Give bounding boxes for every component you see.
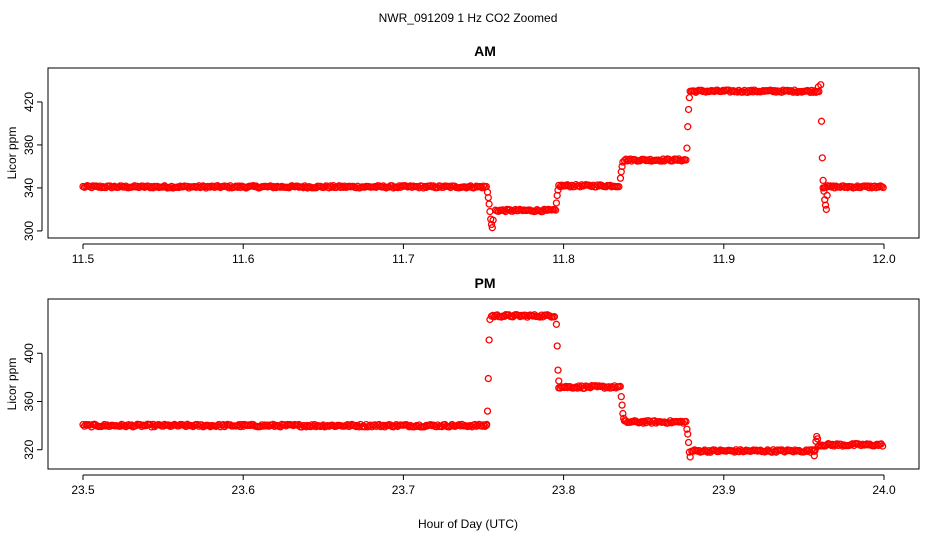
pm-y-tick-label: 360: [22, 391, 36, 411]
pm-data-point: [481, 422, 489, 431]
am-panel-title: AM: [474, 43, 496, 59]
am-data-point: [815, 87, 823, 96]
am-y-axis-label: Licor ppm: [5, 127, 19, 180]
am-transition-point: [817, 81, 825, 89]
pm-transition-point: [484, 374, 492, 383]
am-x-tick-label: 11.7: [392, 252, 415, 266]
am-x-tick-label: 11.6: [232, 252, 255, 266]
am-transition-point: [487, 220, 496, 229]
am-transition-point: [821, 201, 830, 209]
am-transition-point: [552, 199, 561, 207]
pm-y-tick-label: 320: [22, 439, 36, 459]
pm-transition-point: [813, 435, 822, 443]
am-x-tick-label: 11.8: [552, 252, 575, 266]
am-ticks: 11.5 11.6 11.7 11.8 11.9 12.0 300 340 380 420: [22, 92, 896, 266]
pm-x-tick-label: 23.8: [552, 483, 576, 497]
am-x-tick-label: 11.9: [713, 252, 736, 266]
pm-y-tick-label: 400: [22, 343, 36, 363]
am-x-tick-label: 12.0: [872, 252, 896, 266]
pm-x-tick-label: 23.9: [712, 483, 736, 497]
am-transition-point: [488, 224, 496, 232]
am-data-point: [810, 87, 819, 95]
am-panel: AM Licor ppm 11.5 11.6 11.7 11.8 11.9 12.0 300…: [5, 43, 920, 266]
am-data-point: [615, 183, 623, 191]
am-transition-point: [683, 144, 691, 152]
am-transition-point: [489, 216, 497, 224]
am-plot-frame: [47, 67, 920, 239]
pm-transition-point: [684, 430, 692, 438]
am-data-point: [875, 183, 883, 191]
pm-data-point: [678, 417, 686, 426]
am-transition-point: [685, 94, 694, 102]
am-data-point: [682, 156, 690, 164]
pm-panel: PM Licor ppm 23.5 23.6 23.7 23.8 23.9 24.0 320…: [5, 275, 920, 497]
pm-x-tick-label: 23.5: [71, 483, 95, 497]
pm-x-tick-label: 23.6: [232, 483, 256, 497]
pm-transition-point: [483, 420, 491, 429]
pm-plot-frame: [47, 298, 920, 470]
pm-transition-point: [485, 336, 493, 344]
am-transition-point: [486, 207, 494, 216]
pm-transition-point: [686, 453, 694, 461]
figure-title: NWR_091209 1 Hz CO2 Zoomed: [379, 11, 558, 25]
am-transition-point: [818, 154, 826, 162]
pm-y-axis-label: Licor ppm: [5, 358, 19, 411]
pm-transition-point: [553, 342, 561, 350]
am-transition-point: [684, 105, 693, 114]
am-data-point: [551, 206, 560, 214]
am-transition-point: [822, 205, 830, 214]
pm-ticks: 23.5 23.6 23.7 23.8 23.9 24.0 320 360 400: [22, 343, 896, 497]
pm-transition-point: [486, 315, 494, 324]
am-data-point: [879, 183, 887, 192]
am-transition-point: [554, 186, 562, 194]
pm-transition-point: [483, 407, 492, 415]
pm-transition-point: [552, 320, 561, 328]
pm-transition-point: [618, 401, 626, 409]
pm-x-tick-label: 23.7: [392, 483, 416, 497]
am-transition-point: [684, 123, 692, 131]
pm-data-point: [682, 417, 690, 426]
pm-data-point: [616, 382, 624, 391]
pm-transition-point: [684, 438, 693, 447]
am-transition-point: [819, 176, 827, 185]
pm-transition-point: [620, 414, 628, 423]
pm-transition-point: [683, 425, 691, 433]
pm-transition-point: [554, 366, 562, 374]
pm-transition-point: [555, 377, 563, 385]
pm-transition-point: [685, 448, 694, 456]
am-y-tick-label: 300: [22, 221, 36, 241]
pm-transition-point: [619, 409, 627, 418]
x-axis-label: Hour of Day (UTC): [418, 517, 518, 531]
am-y-tick-label: 420: [22, 92, 36, 112]
am-x-tick-label: 11.5: [72, 252, 95, 266]
pm-transition-point: [617, 393, 625, 401]
am-points: [79, 81, 887, 232]
am-transition-point: [616, 174, 625, 182]
pm-transition-point: [811, 446, 819, 454]
pm-panel-title: PM: [475, 275, 496, 291]
pm-data-point: [879, 442, 887, 450]
pm-x-tick-label: 24.0: [872, 483, 896, 497]
pm-data-point: [478, 422, 486, 430]
am-transition-point: [618, 162, 626, 171]
am-transition-point: [619, 158, 627, 166]
am-transition-point: [817, 117, 826, 125]
pm-points: [79, 310, 887, 461]
pm-data-point: [479, 421, 488, 429]
am-transition-point: [823, 191, 831, 200]
pm-data-point: [550, 313, 559, 321]
am-transition-point: [485, 200, 493, 208]
am-y-tick-label: 340: [22, 178, 36, 198]
am-y-tick-label: 380: [22, 135, 36, 155]
